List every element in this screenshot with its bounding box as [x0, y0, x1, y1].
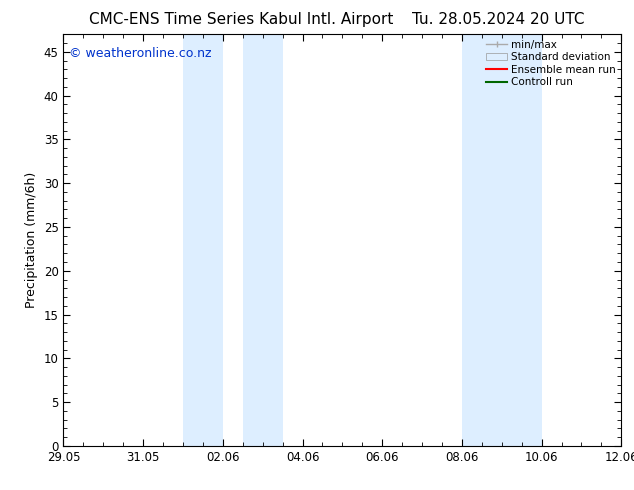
- Bar: [243, 34, 283, 446]
- Text: © weatheronline.co.nz: © weatheronline.co.nz: [69, 47, 212, 60]
- Text: Tu. 28.05.2024 20 UTC: Tu. 28.05.2024 20 UTC: [412, 12, 585, 27]
- Y-axis label: Precipitation (mm/6h): Precipitation (mm/6h): [25, 172, 38, 308]
- Legend: min/max, Standard deviation, Ensemble mean run, Controll run: min/max, Standard deviation, Ensemble me…: [486, 40, 616, 87]
- Text: CMC-ENS Time Series Kabul Intl. Airport: CMC-ENS Time Series Kabul Intl. Airport: [89, 12, 393, 27]
- Bar: [183, 34, 223, 446]
- Bar: [501, 34, 541, 446]
- Bar: [462, 34, 501, 446]
